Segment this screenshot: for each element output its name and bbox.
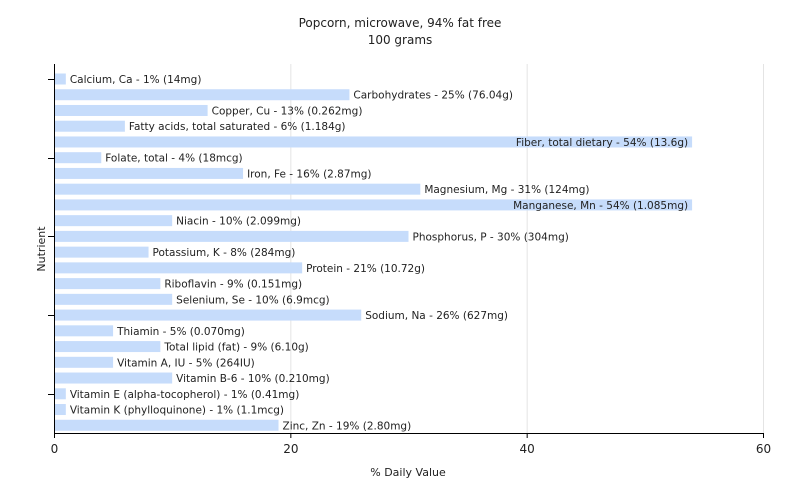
bar <box>55 262 303 274</box>
bar <box>55 309 362 321</box>
bar <box>55 73 66 85</box>
bar-label: Vitamin E (alpha-tocopherol) - 1% (0.41m… <box>70 389 299 401</box>
bar-label: Thiamin - 5% (0.070mg) <box>116 326 245 338</box>
bar-label: Niacin - 10% (2.099mg) <box>176 216 301 228</box>
bar <box>55 89 350 101</box>
bar-label: Potassium, K - 8% (284mg) <box>153 247 296 259</box>
chart-subtitle: 100 grams <box>368 33 433 47</box>
bar-label: Carbohydrates - 25% (76.04g) <box>353 90 513 102</box>
bar <box>55 104 208 116</box>
bar-label: Magnesium, Mg - 31% (124mg) <box>424 184 589 196</box>
bar-label: Phosphorus, P - 30% (304mg) <box>413 231 569 243</box>
bar-labels: Calcium, Ca - 1% (14mg) Carbohydrates - 2… <box>70 74 688 432</box>
bar <box>55 388 66 400</box>
bar-label: Fatty acids, total saturated - 6% (1.184… <box>129 121 346 133</box>
bar <box>55 183 421 195</box>
x-tick-label: 40 <box>520 442 535 456</box>
bar <box>55 230 409 242</box>
bar-label: Selenium, Se - 10% (6.9mcg) <box>176 294 329 306</box>
bar-label: Protein - 21% (10.72g) <box>306 263 425 275</box>
bar <box>55 404 66 416</box>
bar <box>55 341 161 353</box>
x-ticks: 0 20 40 60 <box>48 79 771 456</box>
bar <box>55 136 693 148</box>
x-tick-label: 0 <box>51 442 59 456</box>
grid-lines <box>290 64 764 433</box>
bar-label: Vitamin K (phylloquinone) - 1% (1.1mcg) <box>70 405 284 417</box>
y-axis-title: Nutrient <box>35 226 48 272</box>
bar-label: Vitamin A, IU - 5% (264IU) <box>117 357 255 369</box>
bar-label: Calcium, Ca - 1% (14mg) <box>70 74 202 86</box>
bar-label: Iron, Fe - 16% (2.87mg) <box>247 168 371 180</box>
bar-label: Folate, total - 4% (18mcg) <box>105 153 242 165</box>
bar-label: Vitamin B-6 - 10% (0.210mg) <box>176 373 330 385</box>
bar <box>55 278 161 290</box>
bar <box>55 293 173 305</box>
x-tick-label: 60 <box>756 442 771 456</box>
bar-label: Fiber, total dietary - 54% (13.6g) <box>516 137 688 149</box>
bar-label: Manganese, Mn - 54% (1.085mg) <box>513 200 688 212</box>
bar-label: Riboflavin - 9% (0.151mg) <box>164 279 302 291</box>
bar <box>55 152 102 164</box>
bar <box>55 246 149 258</box>
bar-label: Copper, Cu - 13% (0.262mg) <box>212 105 363 117</box>
bar <box>55 356 114 368</box>
x-tick-label: 20 <box>283 442 298 456</box>
bar <box>55 199 693 211</box>
bar <box>55 372 173 384</box>
bar-label: Sodium, Na - 26% (627mg) <box>365 310 508 322</box>
bar <box>55 419 279 431</box>
bar <box>55 325 114 337</box>
bar <box>55 120 125 132</box>
bar-label: Zinc, Zn - 19% (2.80mg) <box>283 420 412 432</box>
bar <box>55 167 244 179</box>
axes <box>54 64 763 434</box>
bar <box>55 215 173 227</box>
bar-label: Total lipid (fat) - 9% (6.10g) <box>163 342 308 354</box>
chart-title: Popcorn, microwave, 94% fat free <box>299 16 502 30</box>
x-axis-title: % Daily Value <box>370 466 446 479</box>
bars <box>55 73 693 431</box>
